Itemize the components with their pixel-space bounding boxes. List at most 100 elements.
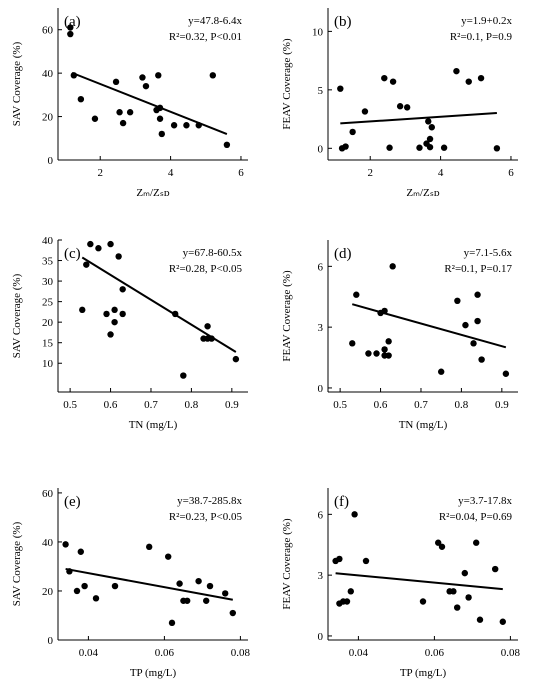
x-tick-label: 0.7	[144, 399, 158, 411]
data-point	[62, 541, 69, 548]
x-tick-label: 0.6	[104, 399, 118, 411]
data-point	[87, 240, 94, 248]
x-tick-label: 6	[508, 167, 514, 179]
data-point	[386, 144, 393, 151]
x-tick-label: 4	[438, 167, 444, 179]
data-point	[381, 307, 388, 315]
data-point	[107, 331, 114, 338]
data-point	[165, 553, 172, 560]
panel-f: 0 3 6 0.04 0.06 0.08 TP (mg/L) FEAV Coverage (%…	[281, 488, 521, 679]
x-axis-label: Zₘ/Zₛᴅ	[136, 187, 169, 199]
panel-c: 10 15 20 25 30 35 40 0.5 0.6 0.7 0.8 0.9 TN (mg/L) SA…	[11, 235, 248, 431]
x-tick-label: 0.06	[155, 647, 175, 659]
x-tick-label: 0.08	[231, 647, 251, 659]
data-point	[465, 78, 472, 85]
data-point	[209, 72, 217, 79]
y-axis-label: SAV Coverage (%)	[11, 521, 23, 606]
data-point	[389, 263, 396, 270]
data-point	[119, 286, 126, 293]
y-tick-label: 0	[48, 155, 54, 167]
data-point	[158, 130, 165, 138]
data-point	[454, 604, 461, 611]
data-point	[474, 317, 481, 325]
regression-stats: R²=0.1, P=0.17	[444, 263, 512, 275]
y-axis-label: SAV Coverage (%)	[11, 41, 23, 126]
data-point	[362, 557, 370, 565]
y-tick-label: 5	[318, 85, 324, 97]
data-point	[172, 310, 179, 318]
y-tick-label: 10	[312, 26, 324, 38]
regression-line	[65, 567, 233, 601]
y-tick-label: 0	[318, 383, 324, 395]
x-tick-label: 2	[97, 167, 103, 179]
panel-label: (e)	[64, 494, 81, 510]
data-point	[453, 67, 460, 75]
y-tick-label: 25	[42, 297, 54, 309]
x-tick-label: 0.04	[349, 647, 369, 659]
regression-stats: R²=0.28, P<0.05	[169, 263, 243, 275]
data-point	[373, 350, 380, 357]
y-axis-label: FEAV Coverage (%)	[281, 38, 293, 130]
y-tick-label: 6	[318, 509, 324, 521]
data-point	[342, 143, 349, 150]
x-tick-label: 0.08	[501, 647, 521, 659]
x-axis-label: TN (mg/L)	[399, 419, 448, 431]
y-tick-label: 20	[42, 317, 54, 329]
data-point	[477, 74, 485, 82]
data-point	[170, 122, 178, 129]
data-point	[168, 619, 176, 627]
x-axis-label: Zₘ/Zₛᴅ	[406, 187, 439, 199]
x-tick-label: 0.06	[425, 647, 445, 659]
data-point	[435, 539, 442, 546]
data-point	[107, 240, 114, 248]
data-point	[183, 122, 190, 129]
panel-d: 0 3 6 0.5 0.6 0.7 0.8 0.9 TN (mg/L) FEAV Coverage…	[281, 240, 518, 431]
y-tick-label: 40	[42, 68, 54, 80]
data-point	[361, 108, 369, 115]
data-point	[95, 245, 102, 252]
data-point	[493, 145, 501, 152]
data-point	[462, 321, 469, 329]
data-point	[474, 291, 481, 298]
data-point	[381, 74, 388, 82]
data-point	[176, 580, 183, 587]
x-axis-label: TP (mg/L)	[130, 667, 177, 679]
x-tick-label: 0.6	[374, 399, 388, 411]
data-point	[223, 141, 231, 148]
data-point	[206, 582, 214, 590]
data-point	[478, 356, 485, 363]
y-tick-label: 40	[42, 235, 54, 247]
regression-equation: y=67.8-60.5x	[183, 247, 243, 259]
data-point	[440, 144, 448, 151]
data-point	[385, 352, 392, 359]
regression-equation: y=3.7-17.8x	[458, 495, 512, 507]
data-point	[126, 109, 134, 116]
data-point	[351, 511, 358, 518]
data-point	[67, 24, 74, 31]
regression-stats: R²=0.04, P=0.69	[439, 511, 513, 523]
data-point	[184, 597, 191, 604]
x-tick-label: 0.9	[495, 399, 509, 411]
y-tick-label: 0	[318, 143, 324, 155]
y-tick-label: 40	[42, 537, 54, 549]
data-point	[73, 587, 81, 595]
data-point	[381, 346, 388, 353]
panel-label: (c)	[64, 246, 81, 262]
data-point	[336, 555, 343, 563]
data-point	[91, 115, 99, 122]
y-tick-label: 35	[42, 256, 54, 268]
data-point	[155, 72, 162, 79]
regression-equation: y=1.9+0.2x	[461, 15, 512, 27]
panel-label: (b)	[334, 14, 352, 30]
y-tick-label: 30	[42, 276, 54, 288]
y-tick-label: 20	[42, 112, 54, 124]
y-axis-label: FEAV Coverage (%)	[281, 518, 293, 610]
panel-label: (d)	[334, 246, 352, 262]
regression-line	[335, 572, 503, 591]
x-tick-label: 2	[367, 167, 373, 179]
data-point	[343, 598, 351, 605]
panel-b: 0 5 10 2 4 6 Zₘ/Zₛᴅ FEAV Coverage (%) (b) y=1.9+0…	[281, 8, 518, 199]
x-tick-label: 0.5	[63, 399, 77, 411]
data-point	[111, 582, 119, 590]
